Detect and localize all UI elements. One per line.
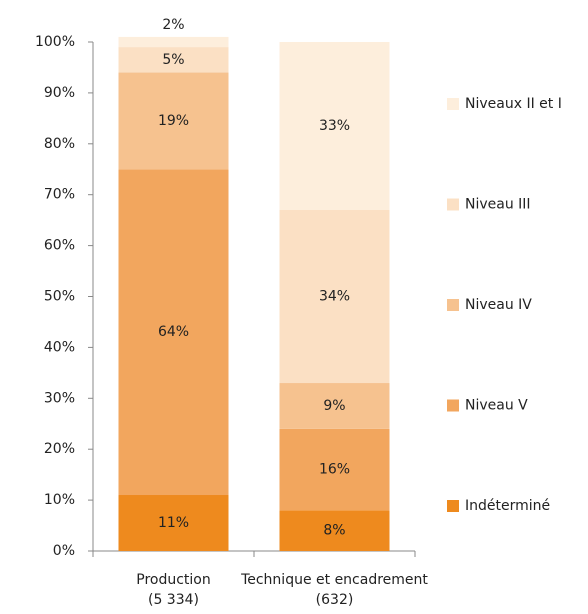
x-tick-label: Technique et encadrement (240, 572, 428, 588)
bar-segment (118, 495, 229, 551)
value-label: 33% (319, 118, 350, 134)
y-tick-label: 100% (35, 34, 75, 50)
legend-label: Niveau V (465, 398, 528, 414)
legend-swatch (447, 399, 459, 412)
y-tick-label: 30% (44, 390, 75, 406)
value-label: 11% (158, 515, 189, 531)
value-label: 8% (323, 523, 345, 539)
legend-swatch (447, 299, 459, 311)
value-label: 34% (319, 289, 350, 305)
y-tick-label: 0% (53, 543, 75, 559)
bar-segment (279, 42, 390, 210)
value-label: 16% (319, 462, 350, 478)
legend-label: Niveau III (465, 197, 531, 213)
y-tick-label: 40% (44, 339, 75, 355)
y-tick-label: 90% (44, 85, 75, 101)
value-label: 2% (162, 17, 184, 33)
x-tick-label: Production (136, 572, 210, 588)
y-tick-label: 20% (44, 441, 75, 457)
legend-label: Niveau IV (465, 297, 532, 313)
bar-segment (118, 169, 229, 496)
bar-segment (279, 383, 390, 429)
value-label: 64% (158, 324, 189, 340)
y-tick-label: 10% (44, 492, 75, 508)
bar-segment (118, 72, 229, 170)
x-tick-label: (5 334) (148, 592, 199, 608)
y-tick-label: 80% (44, 136, 75, 152)
value-label: 19% (158, 113, 189, 129)
legend-swatch (447, 198, 459, 211)
bar-segment (118, 36, 229, 48)
legend-label: Indéterminé (465, 498, 550, 514)
x-tick-label: (632) (316, 592, 354, 608)
bar-segment (118, 47, 229, 73)
value-label: 9% (323, 398, 345, 414)
bar-segment (279, 510, 390, 551)
value-label: 5% (162, 52, 184, 68)
legend-swatch (447, 500, 459, 512)
y-tick-label: 50% (44, 289, 75, 305)
bar-segment (279, 428, 390, 511)
legend-label: Niveaux II et I (465, 96, 562, 112)
legend-swatch (447, 98, 459, 110)
bar-segment (279, 209, 390, 384)
y-tick-label: 60% (44, 238, 75, 254)
y-tick-label: 70% (44, 187, 75, 203)
